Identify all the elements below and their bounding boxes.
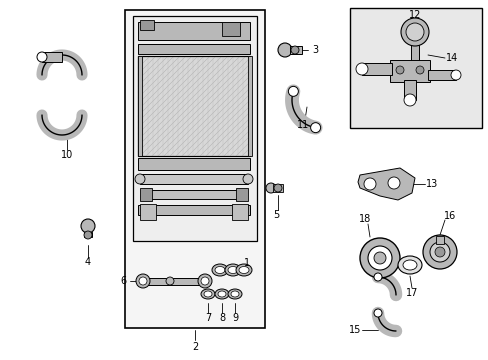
Ellipse shape bbox=[236, 264, 251, 276]
Bar bbox=[403, 80, 415, 100]
Bar bbox=[138, 44, 249, 54]
Bar bbox=[140, 174, 247, 184]
Text: 16: 16 bbox=[443, 211, 455, 221]
Bar bbox=[138, 56, 142, 156]
Bar bbox=[138, 158, 249, 170]
Ellipse shape bbox=[224, 264, 241, 276]
Bar bbox=[140, 20, 154, 30]
Bar bbox=[247, 56, 251, 156]
Bar bbox=[349, 8, 481, 128]
Text: 9: 9 bbox=[231, 313, 238, 323]
Bar bbox=[361, 63, 391, 75]
Circle shape bbox=[310, 123, 320, 132]
Ellipse shape bbox=[201, 277, 208, 285]
Ellipse shape bbox=[218, 291, 225, 297]
Bar bbox=[140, 188, 152, 201]
Circle shape bbox=[415, 66, 423, 74]
Ellipse shape bbox=[227, 266, 238, 274]
Bar bbox=[138, 22, 249, 40]
Circle shape bbox=[273, 184, 282, 192]
Circle shape bbox=[278, 43, 291, 57]
Circle shape bbox=[429, 242, 449, 262]
Bar bbox=[84, 232, 92, 237]
Circle shape bbox=[363, 178, 375, 190]
Circle shape bbox=[288, 86, 298, 96]
Polygon shape bbox=[357, 168, 414, 200]
Ellipse shape bbox=[215, 289, 228, 299]
Bar bbox=[289, 46, 302, 54]
Text: 5: 5 bbox=[272, 210, 279, 220]
Text: 6: 6 bbox=[120, 276, 126, 286]
Circle shape bbox=[373, 309, 381, 317]
Ellipse shape bbox=[203, 291, 212, 297]
Text: 3: 3 bbox=[311, 45, 317, 55]
Ellipse shape bbox=[230, 291, 239, 297]
Circle shape bbox=[387, 177, 399, 189]
Circle shape bbox=[373, 273, 381, 281]
Bar bbox=[138, 56, 249, 156]
Circle shape bbox=[450, 70, 460, 80]
Text: 10: 10 bbox=[61, 150, 73, 160]
Circle shape bbox=[400, 18, 428, 46]
Text: 18: 18 bbox=[358, 214, 370, 224]
Ellipse shape bbox=[212, 264, 227, 276]
Text: 12: 12 bbox=[408, 10, 420, 20]
Text: 11: 11 bbox=[296, 120, 308, 130]
Bar bbox=[236, 188, 247, 201]
Bar bbox=[231, 204, 247, 220]
Ellipse shape bbox=[215, 266, 224, 274]
Bar bbox=[138, 205, 249, 215]
Ellipse shape bbox=[397, 256, 421, 274]
Circle shape bbox=[367, 246, 391, 270]
Circle shape bbox=[37, 52, 47, 62]
Ellipse shape bbox=[135, 174, 145, 184]
Circle shape bbox=[434, 247, 444, 257]
Text: 17: 17 bbox=[405, 288, 417, 298]
Bar bbox=[125, 10, 264, 328]
Circle shape bbox=[395, 66, 403, 74]
Ellipse shape bbox=[165, 277, 174, 285]
Bar bbox=[133, 16, 257, 241]
Ellipse shape bbox=[201, 289, 215, 299]
Circle shape bbox=[359, 238, 399, 278]
Ellipse shape bbox=[227, 289, 242, 299]
Bar bbox=[389, 60, 429, 82]
Ellipse shape bbox=[239, 266, 248, 274]
Circle shape bbox=[81, 219, 95, 233]
Text: 2: 2 bbox=[191, 342, 198, 352]
Circle shape bbox=[290, 46, 298, 54]
Bar bbox=[42, 52, 62, 62]
Text: 1: 1 bbox=[244, 258, 249, 268]
Circle shape bbox=[265, 183, 275, 193]
Circle shape bbox=[355, 63, 367, 75]
Text: 8: 8 bbox=[219, 313, 224, 323]
Circle shape bbox=[405, 23, 423, 41]
Bar bbox=[142, 190, 245, 199]
Ellipse shape bbox=[139, 277, 147, 285]
Ellipse shape bbox=[243, 174, 252, 184]
Text: 14: 14 bbox=[445, 53, 457, 63]
Bar bbox=[435, 236, 443, 244]
Text: 7: 7 bbox=[204, 313, 211, 323]
Bar bbox=[427, 70, 455, 80]
Circle shape bbox=[84, 231, 92, 239]
Bar bbox=[410, 44, 418, 62]
Bar bbox=[142, 278, 204, 285]
Text: 13: 13 bbox=[425, 179, 437, 189]
Ellipse shape bbox=[198, 274, 212, 288]
Bar bbox=[272, 184, 283, 192]
Text: 4: 4 bbox=[85, 257, 91, 267]
Text: 15: 15 bbox=[348, 325, 361, 335]
Circle shape bbox=[422, 235, 456, 269]
Bar bbox=[138, 56, 249, 156]
Bar bbox=[140, 204, 156, 220]
Circle shape bbox=[373, 252, 385, 264]
Circle shape bbox=[403, 94, 415, 106]
Ellipse shape bbox=[402, 260, 416, 270]
Ellipse shape bbox=[136, 274, 150, 288]
Bar bbox=[222, 22, 240, 36]
